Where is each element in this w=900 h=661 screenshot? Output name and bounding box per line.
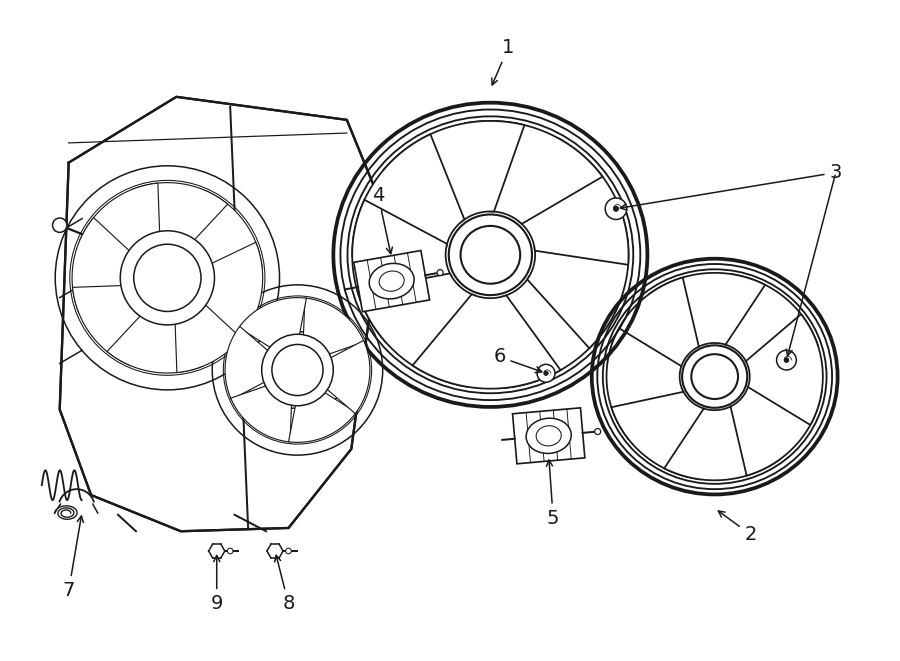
Polygon shape xyxy=(527,208,628,348)
Circle shape xyxy=(134,244,201,311)
Ellipse shape xyxy=(369,263,414,299)
Ellipse shape xyxy=(449,214,532,295)
Polygon shape xyxy=(502,276,621,388)
Text: 7: 7 xyxy=(62,516,84,600)
Polygon shape xyxy=(289,388,356,442)
Circle shape xyxy=(228,548,233,554)
Polygon shape xyxy=(608,278,698,366)
Circle shape xyxy=(134,244,201,311)
Circle shape xyxy=(285,548,292,554)
Circle shape xyxy=(605,198,626,219)
Text: 4: 4 xyxy=(372,186,392,254)
Polygon shape xyxy=(80,183,160,260)
Polygon shape xyxy=(184,190,262,270)
Ellipse shape xyxy=(117,241,218,315)
Polygon shape xyxy=(59,97,374,531)
Text: 6: 6 xyxy=(493,347,542,373)
Polygon shape xyxy=(518,138,628,265)
Polygon shape xyxy=(650,273,765,347)
Polygon shape xyxy=(465,121,602,224)
Circle shape xyxy=(52,218,67,233)
Polygon shape xyxy=(197,243,263,338)
Circle shape xyxy=(777,350,797,370)
Polygon shape xyxy=(412,294,561,389)
Polygon shape xyxy=(664,407,779,481)
Circle shape xyxy=(262,334,333,406)
Ellipse shape xyxy=(691,354,738,399)
Polygon shape xyxy=(383,121,525,222)
Polygon shape xyxy=(352,200,452,342)
Polygon shape xyxy=(731,387,822,476)
Ellipse shape xyxy=(240,332,355,408)
Circle shape xyxy=(784,358,789,363)
Text: 1: 1 xyxy=(491,38,515,85)
Polygon shape xyxy=(321,340,370,414)
Polygon shape xyxy=(230,383,292,442)
Polygon shape xyxy=(607,328,683,439)
Polygon shape xyxy=(357,274,476,387)
Circle shape xyxy=(437,270,443,276)
Polygon shape xyxy=(611,392,704,479)
Polygon shape xyxy=(512,408,585,464)
Text: 2: 2 xyxy=(718,511,757,544)
Text: 8: 8 xyxy=(274,555,294,613)
Circle shape xyxy=(121,231,214,325)
Text: 3: 3 xyxy=(620,163,842,210)
Circle shape xyxy=(121,231,214,325)
Circle shape xyxy=(544,371,548,375)
Polygon shape xyxy=(725,274,818,362)
Polygon shape xyxy=(354,251,429,312)
Ellipse shape xyxy=(461,226,520,284)
Ellipse shape xyxy=(682,345,747,408)
Polygon shape xyxy=(225,327,274,399)
Ellipse shape xyxy=(92,224,243,332)
Polygon shape xyxy=(131,182,228,248)
Circle shape xyxy=(595,428,600,434)
Polygon shape xyxy=(175,295,255,373)
Ellipse shape xyxy=(379,271,404,292)
Polygon shape xyxy=(72,217,138,313)
Circle shape xyxy=(272,344,323,395)
Circle shape xyxy=(613,206,618,212)
Text: 9: 9 xyxy=(211,555,223,613)
Circle shape xyxy=(537,364,555,382)
Ellipse shape xyxy=(526,418,572,453)
Polygon shape xyxy=(238,297,306,352)
Polygon shape xyxy=(107,308,203,373)
Polygon shape xyxy=(73,285,150,366)
Ellipse shape xyxy=(536,426,562,446)
Polygon shape xyxy=(746,314,823,425)
Polygon shape xyxy=(303,298,364,357)
Text: 5: 5 xyxy=(546,460,560,527)
Polygon shape xyxy=(352,134,464,256)
